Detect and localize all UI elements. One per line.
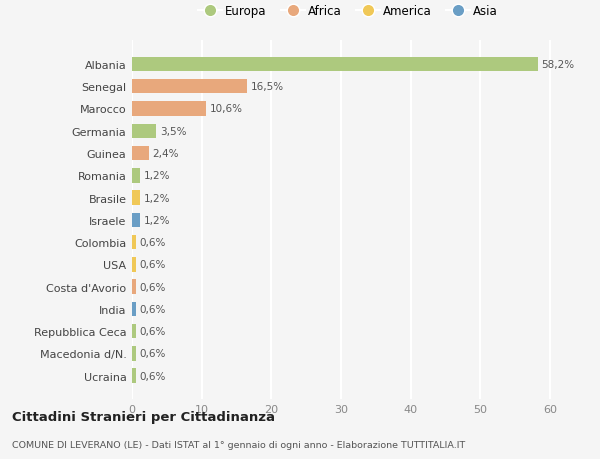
Text: 1,2%: 1,2%	[144, 171, 170, 181]
Bar	[132, 146, 149, 161]
Bar	[132, 369, 136, 383]
Text: 2,4%: 2,4%	[152, 149, 179, 159]
Bar	[132, 80, 247, 94]
Text: 0,6%: 0,6%	[140, 304, 166, 314]
Text: 0,6%: 0,6%	[140, 260, 166, 270]
Bar	[132, 235, 136, 250]
Bar	[132, 57, 538, 72]
Text: Cittadini Stranieri per Cittadinanza: Cittadini Stranieri per Cittadinanza	[12, 410, 275, 423]
Legend: Europa, Africa, America, Asia: Europa, Africa, America, Asia	[193, 0, 503, 23]
Bar	[132, 257, 136, 272]
Text: 16,5%: 16,5%	[250, 82, 284, 92]
Bar	[132, 124, 157, 139]
Text: COMUNE DI LEVERANO (LE) - Dati ISTAT al 1° gennaio di ogni anno - Elaborazione T: COMUNE DI LEVERANO (LE) - Dati ISTAT al …	[12, 441, 465, 449]
Text: 3,5%: 3,5%	[160, 127, 187, 136]
Text: 10,6%: 10,6%	[209, 104, 242, 114]
Bar	[132, 102, 206, 117]
Bar	[132, 213, 140, 228]
Bar	[132, 280, 136, 294]
Text: 0,6%: 0,6%	[140, 238, 166, 247]
Text: 1,2%: 1,2%	[144, 215, 170, 225]
Bar	[132, 191, 140, 205]
Bar	[132, 324, 136, 339]
Text: 0,6%: 0,6%	[140, 282, 166, 292]
Text: 0,6%: 0,6%	[140, 326, 166, 336]
Text: 1,2%: 1,2%	[144, 193, 170, 203]
Bar	[132, 347, 136, 361]
Text: 0,6%: 0,6%	[140, 371, 166, 381]
Text: 0,6%: 0,6%	[140, 349, 166, 358]
Bar	[132, 168, 140, 183]
Text: 58,2%: 58,2%	[541, 60, 574, 70]
Bar	[132, 302, 136, 316]
